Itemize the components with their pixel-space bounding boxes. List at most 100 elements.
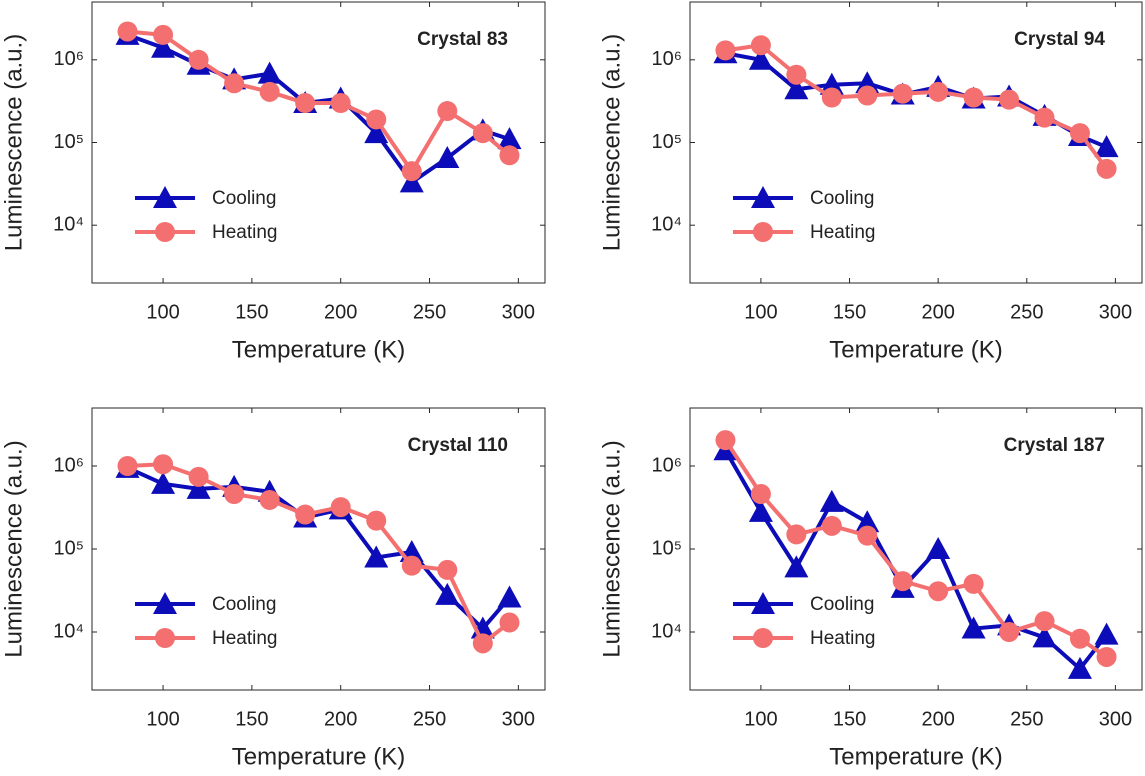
x-tick-label: 150 bbox=[833, 708, 866, 730]
y-tick-label: 10⁴ bbox=[53, 620, 84, 642]
marker bbox=[819, 489, 844, 512]
marker bbox=[117, 21, 138, 42]
marker bbox=[857, 525, 878, 546]
marker bbox=[437, 101, 458, 122]
marker bbox=[224, 483, 245, 504]
legend-marker bbox=[153, 186, 177, 208]
x-axis-label: Temperature (K) bbox=[829, 743, 1002, 770]
marker bbox=[926, 537, 951, 559]
marker bbox=[855, 510, 880, 533]
marker bbox=[295, 504, 316, 525]
marker bbox=[1067, 656, 1092, 679]
legend-marker bbox=[153, 592, 177, 614]
chart-title: Crystal 187 bbox=[1004, 435, 1105, 456]
marker bbox=[366, 510, 387, 531]
marker bbox=[188, 49, 209, 70]
marker bbox=[401, 161, 422, 182]
marker bbox=[961, 616, 986, 639]
x-tick-label: 100 bbox=[744, 708, 777, 730]
marker bbox=[963, 87, 984, 108]
marker bbox=[499, 612, 520, 633]
y-tick-label: 10⁵ bbox=[651, 131, 682, 153]
legend-marker bbox=[753, 628, 773, 648]
x-axis-label: Temperature (K) bbox=[232, 743, 405, 770]
chart-title: Crystal 94 bbox=[1014, 29, 1105, 50]
marker bbox=[364, 545, 389, 568]
panel: 100 150 200 250 300 10⁴ 10⁵ 10⁶ Temperature (K) L… bbox=[598, 407, 1143, 770]
x-tick-label: 150 bbox=[235, 708, 268, 730]
marker bbox=[497, 127, 522, 150]
marker bbox=[999, 89, 1020, 110]
x-axis-label: Temperature (K) bbox=[232, 336, 405, 363]
marker bbox=[401, 555, 422, 576]
panel: 100 150 200 250 300 10⁴ 10⁵ 10⁶ Temperature (K) L… bbox=[0, 1, 546, 363]
marker bbox=[153, 454, 174, 475]
marker bbox=[1069, 123, 1090, 144]
x-tick-label: 150 bbox=[833, 301, 866, 323]
marker bbox=[330, 93, 351, 114]
marker bbox=[472, 633, 493, 654]
marker bbox=[259, 489, 280, 510]
marker bbox=[784, 555, 809, 578]
x-tick-label: 250 bbox=[413, 708, 446, 730]
marker bbox=[821, 87, 842, 108]
marker bbox=[153, 24, 174, 45]
marker bbox=[1032, 625, 1057, 648]
x-tick-label: 300 bbox=[1099, 708, 1132, 730]
x-tick-label: 200 bbox=[324, 301, 357, 323]
x-tick-label: 100 bbox=[744, 301, 777, 323]
chart-title: Crystal 110 bbox=[408, 435, 508, 456]
chart-title: Crystal 83 bbox=[417, 29, 508, 50]
marker bbox=[151, 471, 176, 494]
marker bbox=[819, 72, 844, 95]
x-tick-label: 100 bbox=[146, 301, 179, 323]
marker bbox=[295, 93, 316, 114]
marker bbox=[435, 145, 460, 168]
marker bbox=[1094, 135, 1119, 158]
x-tick-label: 250 bbox=[1010, 301, 1043, 323]
y-tick-label: 10⁶ bbox=[54, 48, 84, 70]
legend-marker bbox=[155, 222, 175, 242]
marker bbox=[1096, 158, 1117, 179]
legend-label: Cooling bbox=[810, 594, 874, 615]
x-tick-label: 300 bbox=[1099, 301, 1132, 323]
legend-label: Heating bbox=[810, 628, 876, 649]
marker bbox=[151, 35, 176, 58]
marker bbox=[748, 47, 773, 70]
marker bbox=[472, 123, 493, 144]
x-tick-label: 100 bbox=[146, 708, 179, 730]
marker bbox=[715, 430, 736, 451]
y-tick-label: 10⁵ bbox=[53, 131, 84, 153]
marker bbox=[892, 83, 913, 104]
marker bbox=[437, 559, 458, 580]
x-tick-label: 250 bbox=[1010, 708, 1043, 730]
marker bbox=[857, 85, 878, 106]
marker bbox=[499, 145, 520, 166]
x-tick-label: 200 bbox=[921, 301, 954, 323]
marker bbox=[399, 170, 424, 193]
legend-label: Cooling bbox=[212, 188, 276, 209]
y-tick-label: 10⁶ bbox=[652, 48, 682, 70]
y-tick-label: 10⁶ bbox=[54, 454, 84, 476]
legend-label: Cooling bbox=[212, 594, 276, 615]
marker bbox=[186, 476, 211, 499]
marker bbox=[497, 585, 522, 608]
x-tick-label: 300 bbox=[502, 708, 535, 730]
x-tick-label: 250 bbox=[413, 301, 446, 323]
marker bbox=[1034, 107, 1055, 128]
y-tick-label: 10⁵ bbox=[651, 537, 682, 559]
marker bbox=[784, 77, 809, 100]
marker bbox=[1069, 628, 1090, 649]
marker bbox=[715, 40, 736, 61]
marker bbox=[1034, 611, 1055, 632]
marker bbox=[1096, 646, 1117, 667]
marker bbox=[821, 515, 842, 536]
y-tick-label: 10⁵ bbox=[53, 537, 84, 559]
marker bbox=[892, 571, 913, 592]
y-tick-label: 10⁶ bbox=[652, 454, 682, 476]
legend-label: Heating bbox=[810, 222, 876, 243]
panel: 100 150 200 250 300 10⁴ 10⁵ 10⁶ Temperature (K) L… bbox=[0, 407, 546, 770]
y-axis-label: Luminescence (a.u.) bbox=[0, 440, 27, 657]
marker bbox=[750, 483, 771, 504]
